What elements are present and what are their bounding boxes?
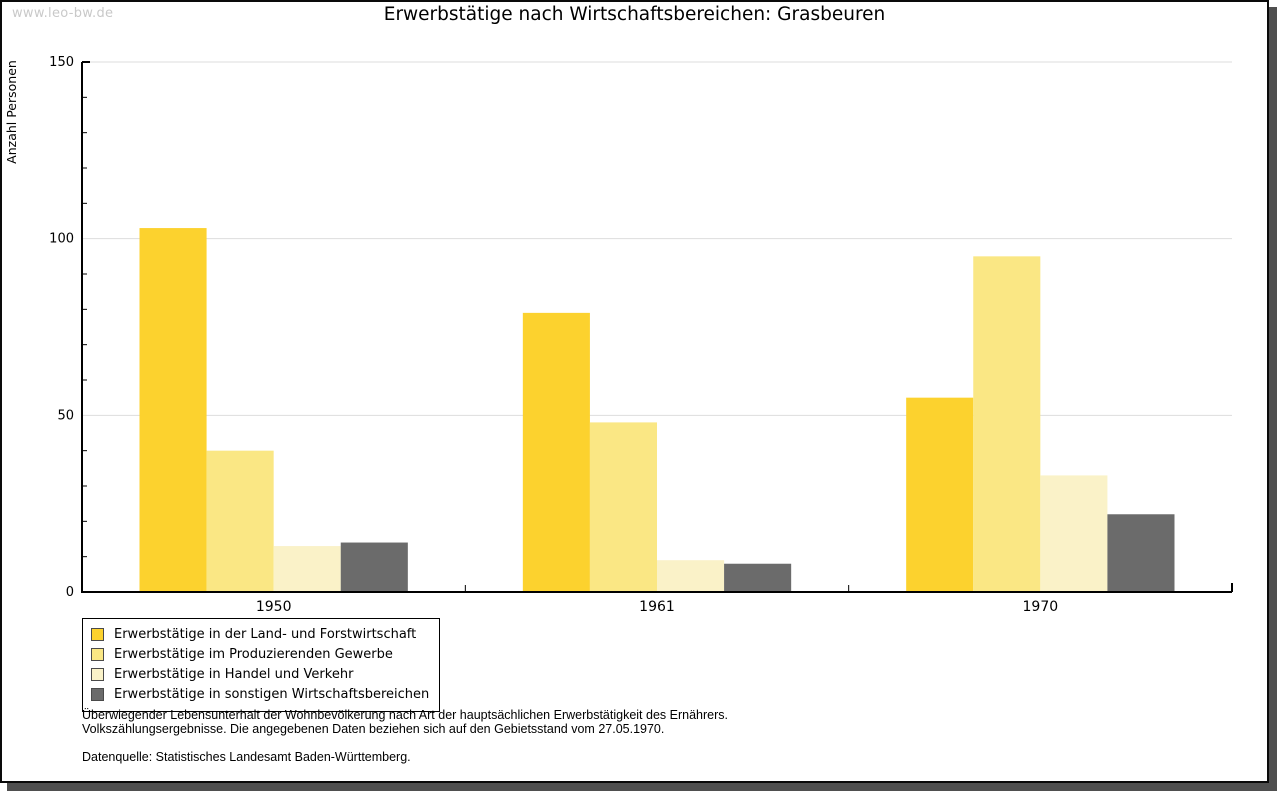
- bar: [522, 312, 590, 592]
- footnotes: Überwiegender Lebensunterhalt der Wohnbe…: [82, 708, 728, 764]
- page-title: Erwerbstätige nach Wirtschaftsbereichen:…: [383, 4, 886, 25]
- legend-swatch-produzierendes-gewerbe: [91, 647, 104, 661]
- legend-swatch-handel-verkehr: [91, 667, 104, 681]
- watermark: www.leo-bw.de: [12, 6, 114, 21]
- legend-label: Erwerbstätige in Handel und Verkehr: [114, 666, 354, 682]
- bar: [139, 228, 207, 593]
- bar: [657, 560, 725, 592]
- bar: [973, 256, 1041, 592]
- x-tick-label: 1970: [1023, 599, 1059, 615]
- legend-item: Erwerbstätige in der Land- und Forstwirt…: [91, 624, 429, 644]
- x-tick-label: 1950: [256, 599, 292, 615]
- legend-item: Erwerbstätige in Handel und Verkehr: [91, 664, 429, 684]
- bar: [906, 397, 974, 592]
- bar: [724, 563, 792, 592]
- legend-swatch-land-forstwirtschaft: [91, 627, 104, 641]
- bar: [206, 450, 274, 592]
- legend-item: Erwerbstätige in sonstigen Wirtschaftsbe…: [91, 684, 429, 704]
- y-tick-label: 150: [49, 55, 74, 70]
- legend-swatch-sonstige-bereiche: [91, 687, 104, 701]
- bar: [340, 542, 408, 592]
- bar: [589, 422, 657, 592]
- legend-label: Erwerbstätige in sonstigen Wirtschaftsbe…: [114, 686, 430, 702]
- legend: Erwerbstätige in der Land- und Forstwirt…: [82, 618, 441, 712]
- footnote-line-2: Volkszählungsergebnisse. Die angegebenen…: [82, 721, 665, 736]
- x-tick-label: 1961: [639, 599, 675, 615]
- y-tick-label: 50: [57, 408, 74, 423]
- frame-shadow-right: [1269, 7, 1277, 791]
- y-tick-label: 0: [66, 585, 74, 600]
- frame-shadow-bottom: [7, 783, 1269, 791]
- data-source: Datenquelle: Statistisches Landesamt Bad…: [82, 749, 411, 764]
- y-tick-label: 100: [49, 232, 74, 247]
- y-axis-title: Anzahl Personen: [4, 60, 19, 164]
- footnote-line-1: Überwiegender Lebensunterhalt der Wohnbe…: [82, 708, 728, 722]
- bar-chart: 1950 1961 1970 0 50 100 150 Anzahl Personen: [4, 55, 1233, 615]
- legend-label: Erwerbstätige im Produzierenden Gewerbe: [114, 646, 393, 662]
- bar: [1107, 514, 1175, 592]
- bar: [273, 546, 341, 592]
- legend-label: Erwerbstätige in der Land- und Forstwirt…: [114, 626, 417, 642]
- legend-item: Erwerbstätige im Produzierenden Gewerbe: [91, 644, 429, 664]
- bar: [1040, 475, 1108, 592]
